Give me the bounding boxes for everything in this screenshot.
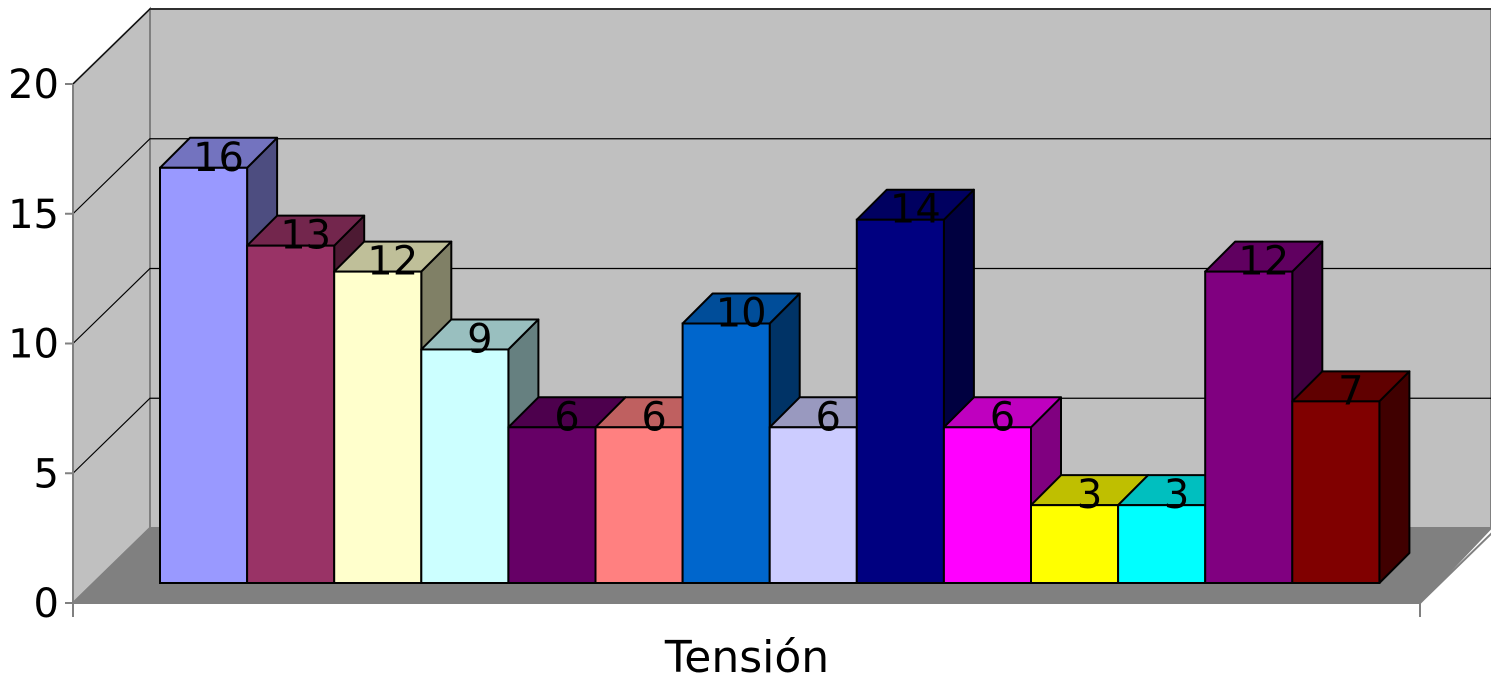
data-label: 16 [193,135,244,181]
data-label: 6 [554,394,579,440]
data-label: 6 [816,394,841,440]
bar-side-face [1378,370,1411,584]
gridline [72,267,1491,344]
data-label: 6 [641,394,666,440]
y-tick-label: 10 [8,322,59,368]
data-label: 7 [1338,368,1363,414]
bar-front-face [159,166,249,585]
data-label: 12 [1238,239,1289,285]
data-label: 9 [467,316,492,362]
data-labels: 16 13 12 9 6 6 10 6 14 6 3 3 12 7 [193,135,1363,518]
x-axis-title: Tensión [664,632,829,679]
gridline [72,138,1491,215]
data-label: 13 [280,213,331,259]
gridline [72,8,1491,85]
data-label: 10 [716,291,767,337]
bar-front-face [942,426,1033,584]
bar-front-face [1117,504,1207,584]
y-tick-label: 15 [8,192,59,238]
bar-series [159,136,1411,585]
y-tick-label: 0 [34,581,59,627]
bar-front-face [246,244,336,584]
bar-front-face [681,322,771,584]
data-label: 6 [990,394,1015,440]
bar-front-face [594,426,684,584]
bar [507,396,627,584]
y-tick-label: 20 [8,62,59,108]
bar-front-face [1204,270,1294,584]
data-label: 3 [1164,472,1189,518]
bar [1291,370,1411,584]
data-label: 3 [1077,472,1102,518]
data-label: 14 [890,187,941,233]
data-label: 12 [367,239,418,285]
floor-edge [1419,532,1491,604]
bar-front-face [420,348,510,585]
bar-front-face [333,270,423,584]
bar-front-face [1291,400,1381,584]
bar-front-face [768,426,858,584]
value-axis: 0 5 10 15 20 [8,62,1421,627]
bar-front-face [507,426,597,584]
bar-front-face [1030,504,1120,584]
y-tick-label: 5 [34,451,59,497]
bar-front-face [855,218,945,584]
